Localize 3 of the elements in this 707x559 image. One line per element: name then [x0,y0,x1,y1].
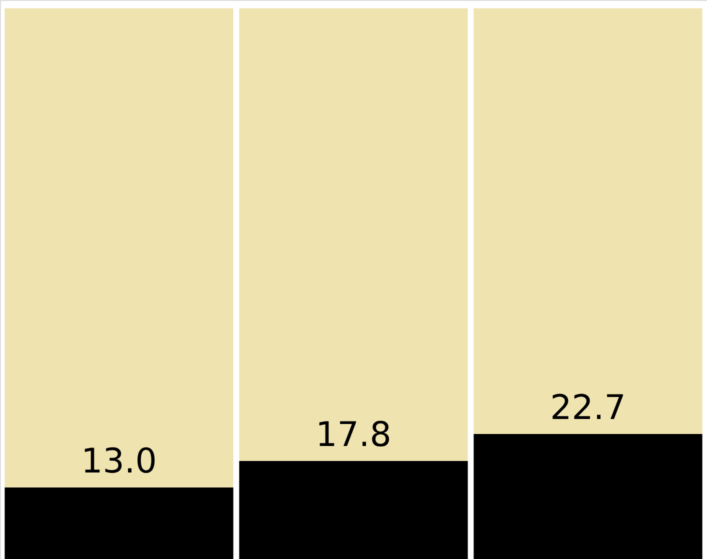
data-label: 22.7 [550,388,626,428]
data-label: 13.0 [81,441,157,482]
data-label: 17.8 [316,414,392,455]
